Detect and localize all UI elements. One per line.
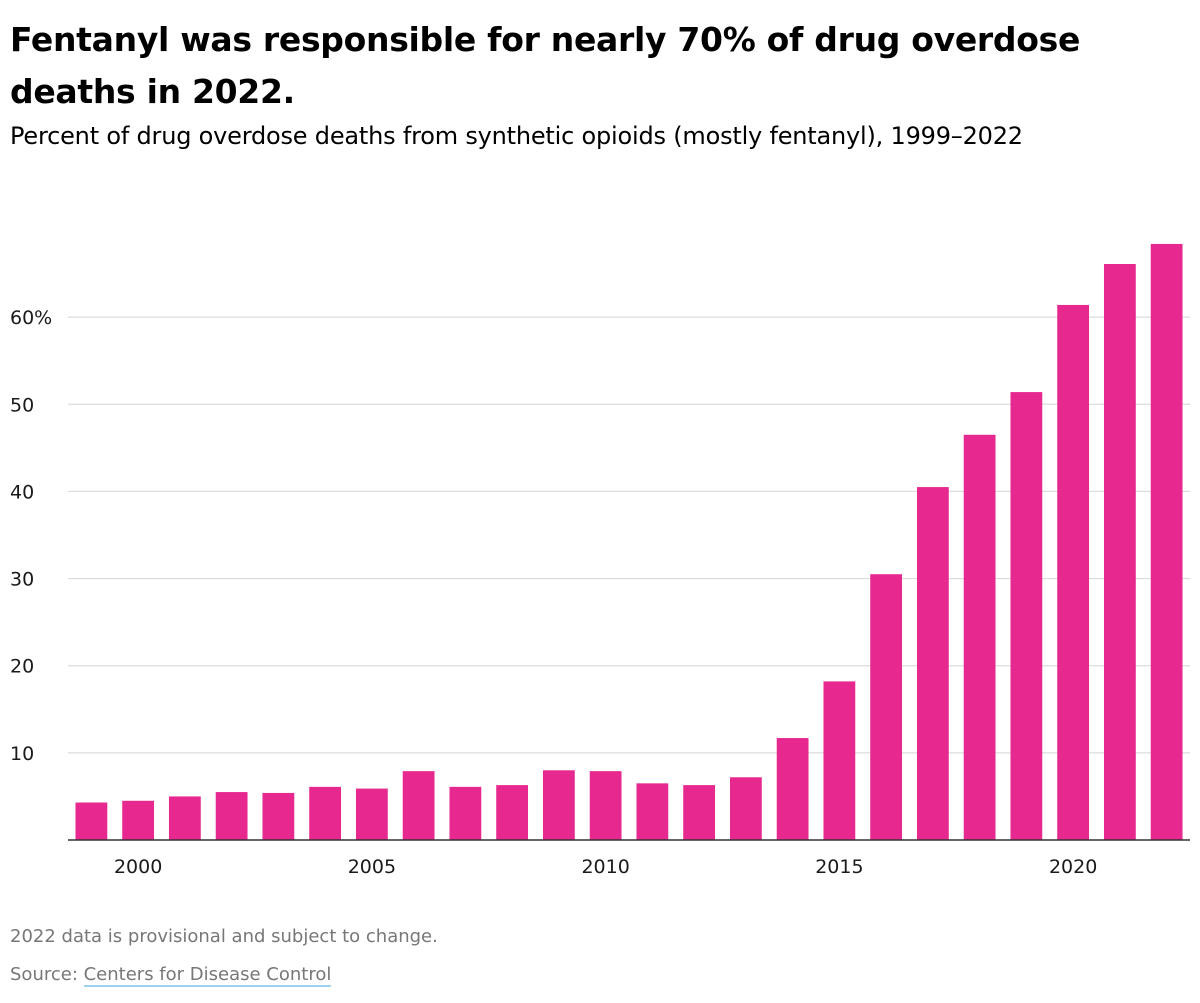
- bar-2019[interactable]: [1010, 392, 1043, 840]
- bar-2012[interactable]: [683, 785, 716, 840]
- chart-subtitle: Percent of drug overdose deaths from syn…: [10, 122, 1023, 150]
- bar-2016[interactable]: [870, 574, 903, 840]
- bar-2002[interactable]: [215, 792, 248, 840]
- source-prefix: Source:: [10, 964, 84, 985]
- bar-2020[interactable]: [1057, 304, 1090, 840]
- bar-2008[interactable]: [496, 785, 529, 840]
- x-tick-label-2015: 2015: [815, 856, 863, 878]
- bar-2000[interactable]: [122, 800, 155, 840]
- y-tick-label-30: 30: [10, 569, 34, 591]
- y-tick-label-50: 50: [10, 394, 34, 416]
- bar-2022[interactable]: [1150, 243, 1183, 840]
- bar-2017[interactable]: [916, 487, 949, 840]
- x-tick-label-2000: 2000: [114, 856, 162, 878]
- bar-2010[interactable]: [589, 771, 622, 840]
- y-tick-label-40: 40: [10, 481, 34, 503]
- bar-2003[interactable]: [262, 792, 295, 840]
- bar-2015[interactable]: [823, 681, 856, 840]
- bars: [75, 243, 1183, 840]
- bar-2011[interactable]: [636, 783, 669, 840]
- bar-2018[interactable]: [963, 434, 996, 840]
- x-tick-label-2010: 2010: [581, 856, 629, 878]
- chart-title: Fentanyl was responsible for nearly 70% …: [10, 20, 1081, 111]
- bar-2021[interactable]: [1103, 263, 1136, 840]
- bar-1999[interactable]: [75, 802, 108, 840]
- footnote: 2022 data is provisional and subject to …: [10, 926, 438, 947]
- bar-2004[interactable]: [309, 786, 342, 840]
- bar-2013[interactable]: [729, 777, 762, 840]
- source-line: Source: Centers for Disease Control: [10, 964, 332, 987]
- source-link[interactable]: Centers for Disease Control: [83, 964, 332, 987]
- bar-2009[interactable]: [542, 770, 575, 840]
- y-tick-label-10: 10: [10, 743, 34, 765]
- x-tick-label-2020: 2020: [1049, 856, 1097, 878]
- bar-2006[interactable]: [402, 771, 435, 840]
- bar-2007[interactable]: [449, 786, 482, 840]
- bar-2014[interactable]: [776, 738, 809, 840]
- y-tick-label-60: 60%: [10, 307, 52, 329]
- tick-labels: 10 20 30 40 50 60% 2000 2005 2010 2015 2020: [10, 307, 1097, 878]
- x-tick-label-2005: 2005: [348, 856, 396, 878]
- bar-2001[interactable]: [168, 796, 201, 840]
- bar-2005[interactable]: [355, 788, 388, 840]
- bar-chart: 10 20 30 40 50 60% 2000 2005 2010 2015 2020: [10, 243, 1190, 878]
- y-tick-label-20: 20: [10, 656, 34, 678]
- gridlines: [68, 316, 1190, 754]
